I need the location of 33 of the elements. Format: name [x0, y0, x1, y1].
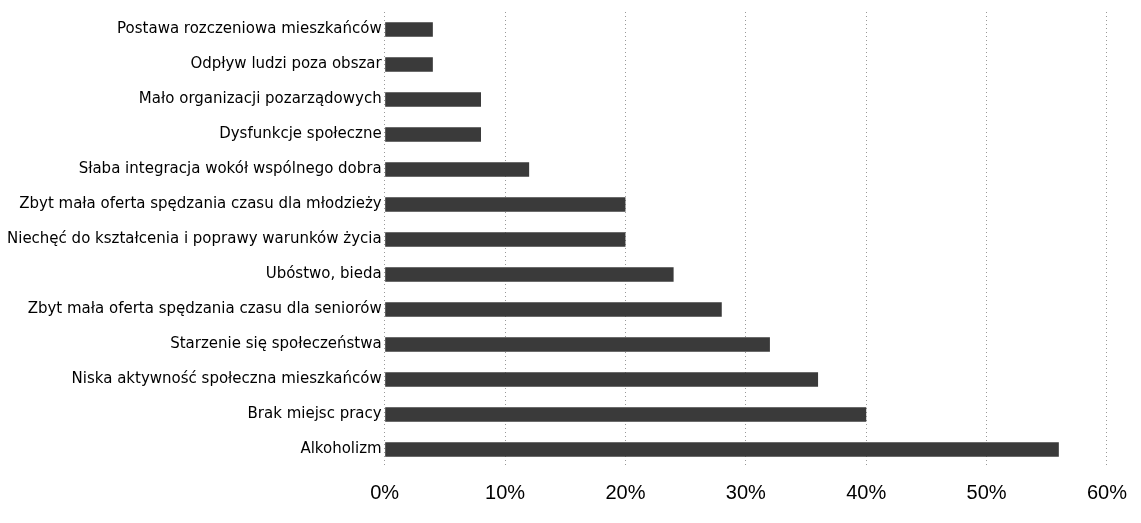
bar — [385, 267, 674, 282]
y-tick-label: Zbyt mała oferta spędzania czasu dla młodzieży — [19, 194, 382, 213]
x-tick-label: 50% — [966, 480, 1007, 503]
x-tick-label: 30% — [725, 480, 767, 503]
bar — [385, 57, 433, 72]
y-tick-label: Odpływ ludzi poza obszar — [190, 54, 383, 73]
y-tick-label: Niska aktywność społeczna mieszkańców — [71, 369, 382, 388]
y-tick-label: Dysfunkcje społeczne — [219, 124, 382, 143]
x-tick-label: 20% — [605, 480, 646, 503]
bar — [385, 162, 530, 177]
bar — [385, 407, 867, 422]
y-tick-label: Alkoholizm — [300, 439, 382, 458]
y-tick-label: Ubóstwo, bieda — [265, 264, 382, 283]
y-tick-label: Zbyt mała oferta spędzania czasu dla seniorów — [27, 299, 382, 318]
y-tick-label: Brak miejsc pracy — [247, 404, 382, 423]
bar — [385, 372, 819, 387]
x-tick-label: 10% — [485, 480, 526, 503]
bar — [385, 127, 481, 142]
y-tick-label: Mało organizacji pozarządowych — [138, 89, 382, 108]
bar — [385, 302, 722, 317]
bar — [385, 232, 626, 247]
bar — [385, 442, 1059, 457]
x-tick-label: 60% — [1086, 480, 1128, 503]
x-tick-label: 40% — [846, 480, 887, 503]
y-tick-label: Starzenie się społeczeństwa — [170, 334, 382, 353]
y-tick-label: Niechęć do kształcenia i poprawy warunków życia — [6, 229, 382, 248]
bar — [385, 92, 481, 107]
bar — [385, 22, 433, 37]
y-tick-label: Słaba integracja wokół wspólnego dobra — [78, 159, 382, 178]
bar — [385, 197, 626, 212]
x-tick-label: 0% — [370, 480, 400, 503]
bar — [385, 337, 770, 352]
y-tick-label: Postawa rozczeniowa mieszkańców — [117, 19, 382, 38]
